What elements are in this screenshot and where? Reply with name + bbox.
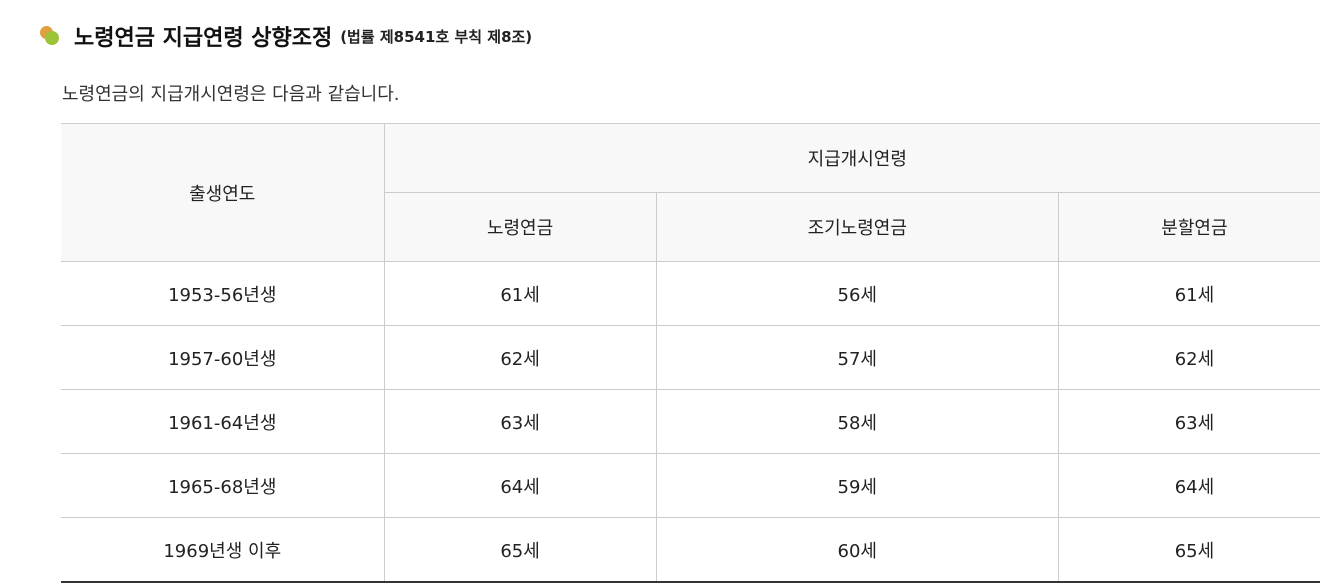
table-cell: 62세 (383, 325, 657, 390)
table-cell: 63세 (383, 389, 657, 454)
table-cell: 63세 (1057, 389, 1320, 454)
table-cell: 1969년생 이후 (61, 517, 385, 583)
table-cell: 1953-56년생 (61, 261, 385, 326)
table-row: 1953-56년생 61세 56세 61세 (61, 261, 1320, 326)
table-cell: 60세 (655, 517, 1059, 583)
table-cell: 57세 (655, 325, 1059, 390)
table-cell: 1961-64년생 (61, 389, 385, 454)
title-sub: (법률 제8541호 부칙 제8조) (340, 27, 533, 46)
header-col: 노령연금 (384, 192, 657, 262)
table-row: 1957-60년생 62세 57세 62세 (61, 325, 1320, 390)
section-title: 노령연금 지급연령 상향조정 (법률 제8541호 부칙 제8조) (40, 20, 532, 52)
table-row: 1965-68년생 64세 59세 64세 (61, 453, 1320, 518)
header-birth-year: 출생연도 (61, 123, 385, 262)
table-cell: 58세 (655, 389, 1059, 454)
table-cell: 59세 (655, 453, 1059, 518)
pension-age-table: 출생연도 지급개시연령 노령연금 조기노령연금 분할연금 1953-56년생 61… (61, 123, 1320, 583)
header-start-age: 지급개시연령 (383, 123, 1320, 193)
table-cell: 61세 (1057, 261, 1320, 326)
table-cell: 64세 (1057, 453, 1320, 518)
table-cell: 62세 (1057, 325, 1320, 390)
header-col: 조기노령연금 (655, 192, 1059, 262)
bullet-circles-icon (40, 24, 64, 48)
table-row: 1961-64년생 63세 58세 63세 (61, 389, 1320, 454)
description: 노령연금의 지급개시연령은 다음과 같습니다. (62, 84, 400, 105)
table-cell: 56세 (655, 261, 1059, 326)
table-cell: 64세 (383, 453, 657, 518)
table-row: 1969년생 이후 65세 60세 65세 (61, 517, 1320, 583)
table-cell: 65세 (383, 517, 657, 583)
table-cell: 61세 (383, 261, 657, 326)
title-main: 노령연금 지급연령 상향조정 (74, 26, 333, 51)
table-cell: 65세 (1057, 517, 1320, 583)
header-col: 분할연금 (1057, 192, 1320, 262)
table-cell: 1965-68년생 (61, 453, 385, 518)
table-cell: 1957-60년생 (61, 325, 385, 390)
